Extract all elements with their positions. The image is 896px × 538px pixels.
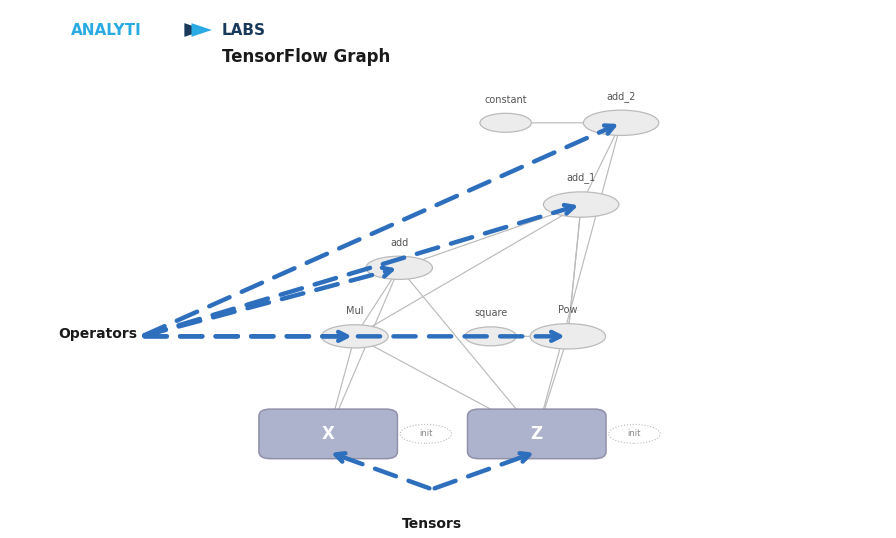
Polygon shape xyxy=(192,23,211,37)
Text: add: add xyxy=(390,238,409,248)
Text: init: init xyxy=(628,429,642,438)
Text: Tensors: Tensors xyxy=(402,516,462,530)
Text: X: X xyxy=(322,425,334,443)
Text: add_2: add_2 xyxy=(607,91,636,102)
Text: init: init xyxy=(419,429,433,438)
Ellipse shape xyxy=(322,325,388,348)
Text: Operators: Operators xyxy=(58,327,137,341)
Text: Z: Z xyxy=(530,425,543,443)
Ellipse shape xyxy=(530,324,606,349)
Ellipse shape xyxy=(401,424,452,443)
Text: ANALYTI: ANALYTI xyxy=(71,23,142,38)
Text: constant: constant xyxy=(485,95,527,105)
Ellipse shape xyxy=(583,110,659,136)
Text: Pow: Pow xyxy=(558,305,578,315)
Ellipse shape xyxy=(465,327,516,346)
Text: Mul: Mul xyxy=(346,306,364,316)
Ellipse shape xyxy=(544,192,619,217)
Polygon shape xyxy=(185,23,205,37)
Ellipse shape xyxy=(608,424,660,443)
Ellipse shape xyxy=(480,114,531,132)
FancyBboxPatch shape xyxy=(468,409,606,459)
Text: square: square xyxy=(474,308,507,318)
Ellipse shape xyxy=(366,256,433,279)
FancyBboxPatch shape xyxy=(259,409,398,459)
Text: LABS: LABS xyxy=(221,23,265,38)
Text: add_1: add_1 xyxy=(566,173,596,183)
Text: TensorFlow Graph: TensorFlow Graph xyxy=(222,48,390,66)
